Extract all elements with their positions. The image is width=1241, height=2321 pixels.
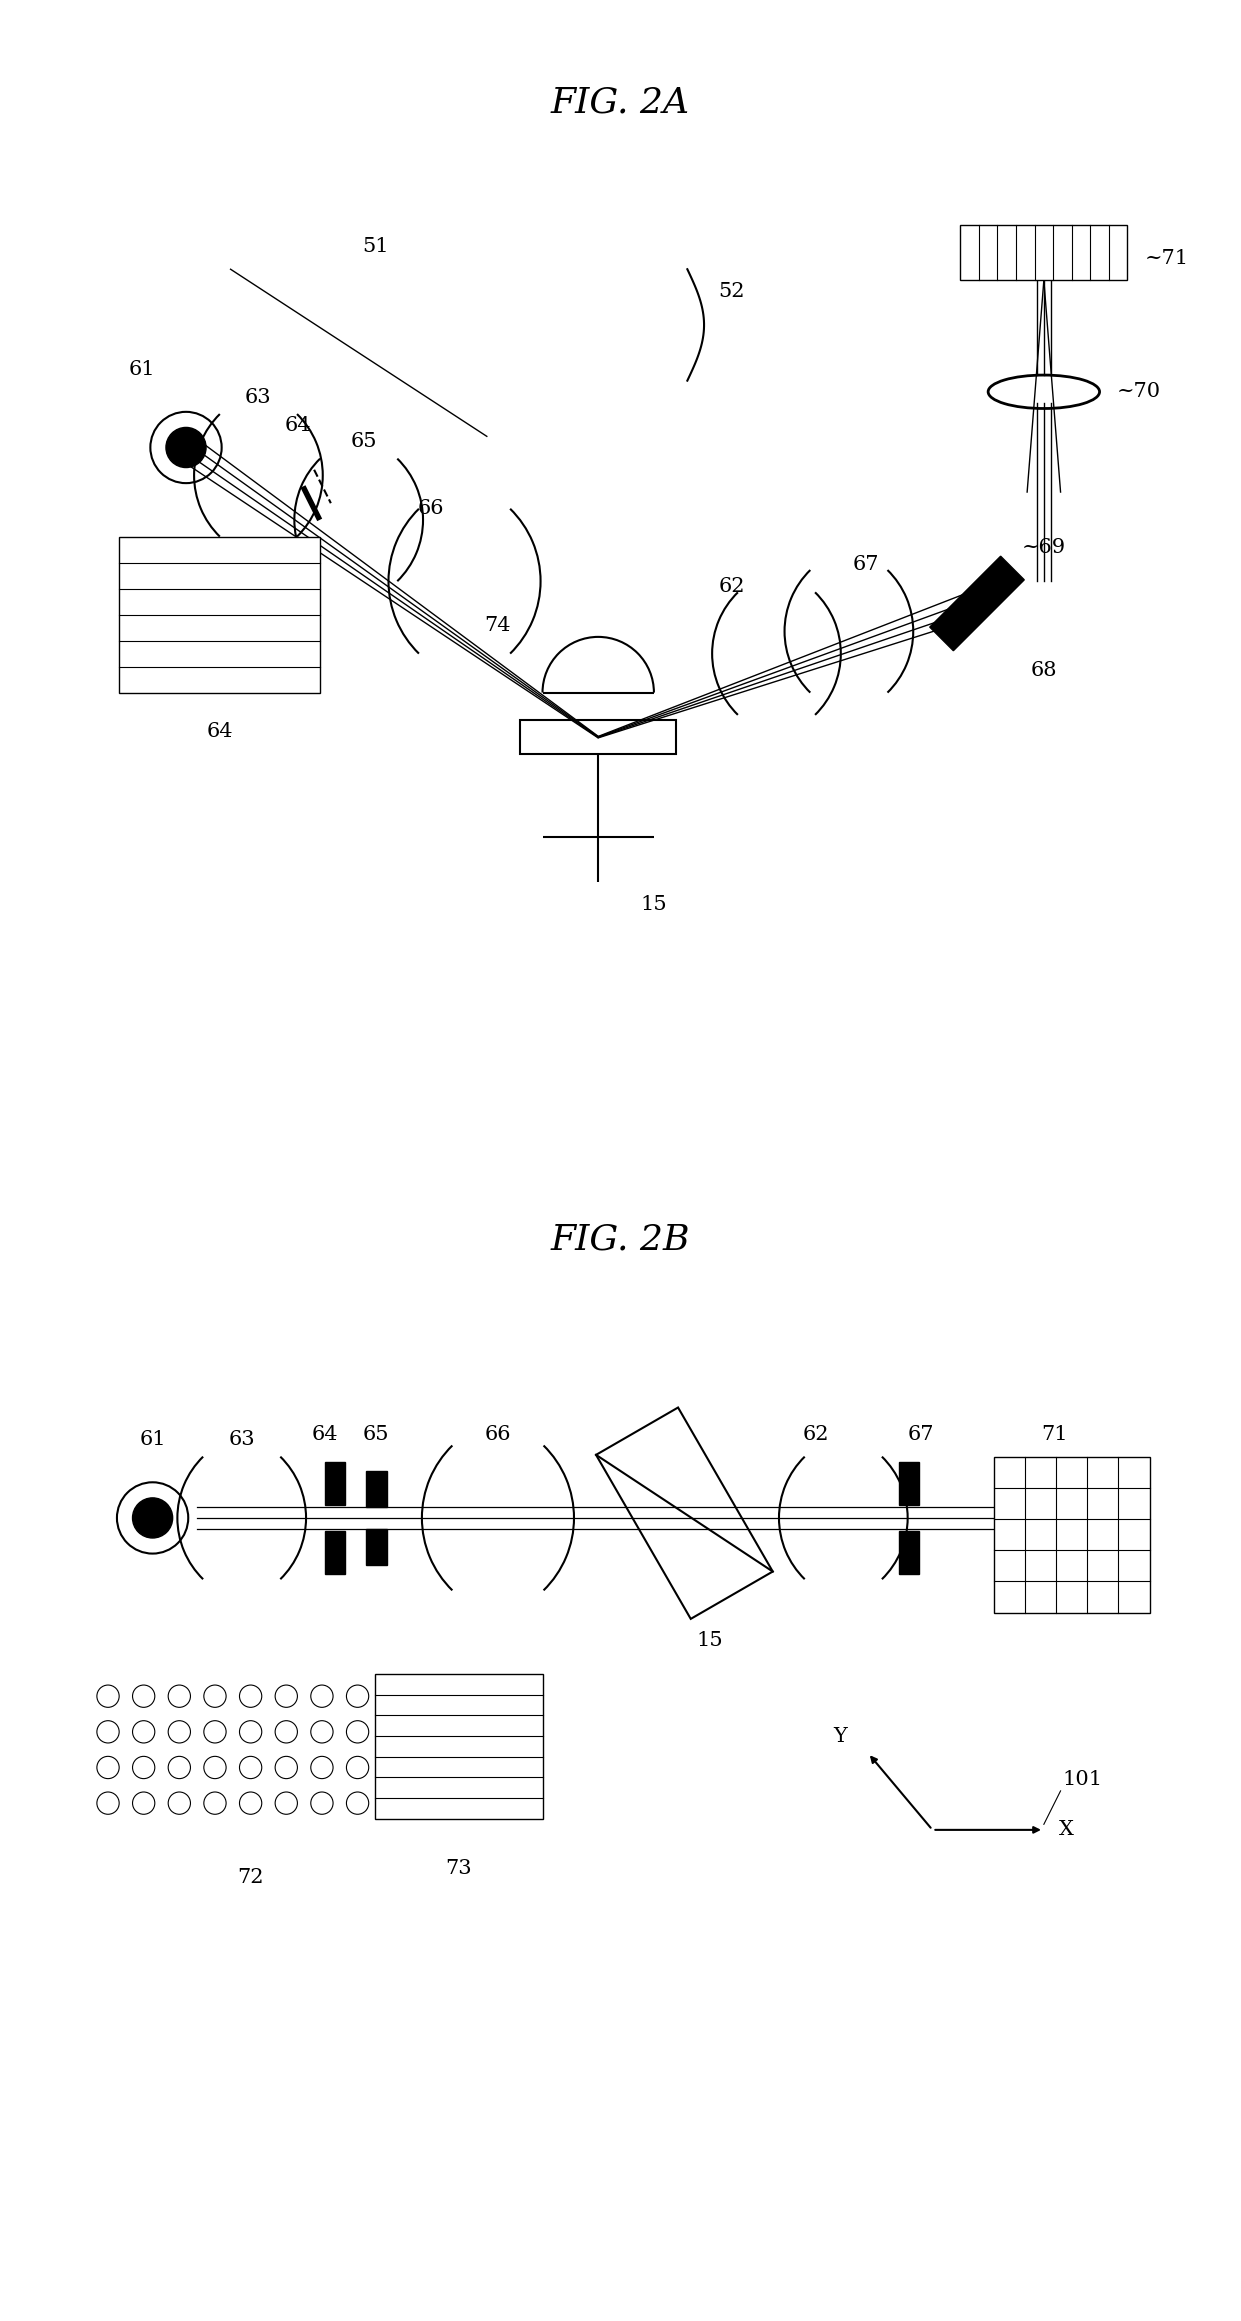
Bar: [520, 720, 676, 754]
Text: 64: 64: [206, 722, 232, 740]
Text: ~70: ~70: [1117, 383, 1160, 402]
Text: Y: Y: [833, 1727, 848, 1745]
Text: 65: 65: [351, 432, 377, 450]
Text: 71: 71: [1041, 1425, 1069, 1444]
Text: 66: 66: [485, 1425, 511, 1444]
Circle shape: [133, 1497, 172, 1539]
Text: ~69: ~69: [1021, 538, 1066, 557]
Text: 64: 64: [284, 415, 310, 434]
Text: 66: 66: [418, 499, 444, 518]
Text: 61: 61: [128, 360, 155, 378]
Bar: [119, 536, 320, 692]
Text: 101: 101: [1062, 1771, 1103, 1789]
Text: 63: 63: [228, 1430, 254, 1448]
Text: 67: 67: [853, 555, 879, 573]
Text: 64: 64: [311, 1425, 339, 1444]
Text: ~71: ~71: [1144, 248, 1189, 267]
Bar: [898, 1532, 920, 1574]
Text: X: X: [1059, 1820, 1073, 1838]
Circle shape: [166, 427, 206, 467]
Bar: [366, 1530, 386, 1564]
Bar: [898, 1462, 920, 1504]
Text: FIG. 2B: FIG. 2B: [551, 1223, 690, 1256]
Bar: [994, 1458, 1149, 1613]
Text: 67: 67: [908, 1425, 934, 1444]
Bar: [961, 225, 1127, 281]
Polygon shape: [930, 557, 1024, 650]
Text: 15: 15: [696, 1632, 724, 1650]
Text: 62: 62: [802, 1425, 829, 1444]
Text: 72: 72: [237, 1868, 264, 1887]
Bar: [366, 1472, 386, 1506]
Text: 15: 15: [640, 896, 668, 914]
Text: 65: 65: [362, 1425, 388, 1444]
Text: 51: 51: [362, 237, 388, 255]
Text: 62: 62: [719, 578, 745, 596]
Bar: [325, 1462, 345, 1504]
Text: 63: 63: [246, 388, 272, 406]
Text: FIG. 2A: FIG. 2A: [551, 86, 690, 118]
Text: 73: 73: [446, 1859, 473, 1878]
Text: 52: 52: [719, 283, 745, 302]
Text: 74: 74: [485, 617, 511, 636]
Text: 61: 61: [139, 1430, 166, 1448]
Text: 68: 68: [1030, 661, 1057, 680]
Bar: [375, 1673, 542, 1820]
Bar: [325, 1532, 345, 1574]
